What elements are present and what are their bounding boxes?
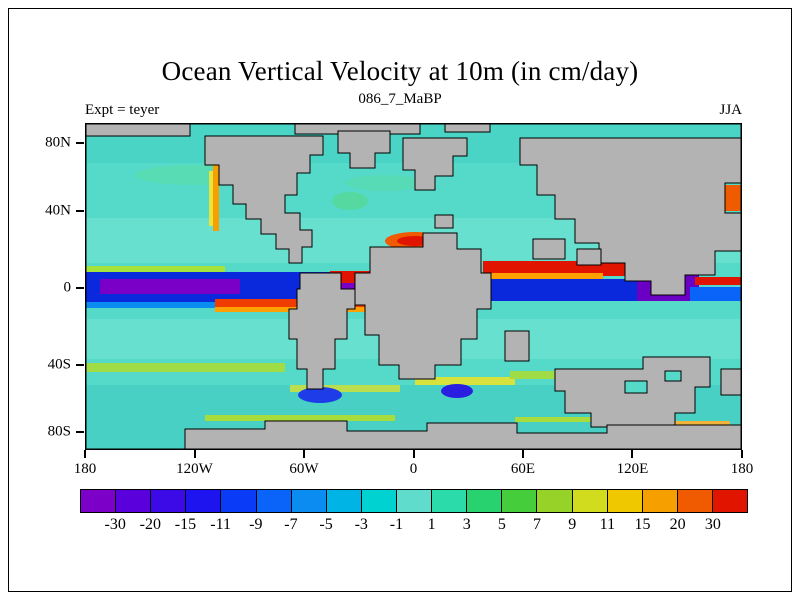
latitude-axis: 80N 40N 0 40S 80S bbox=[0, 123, 84, 450]
colorbar-cell bbox=[642, 490, 678, 512]
colorbar-cell bbox=[326, 490, 362, 512]
colorbar-level-label: -3 bbox=[354, 516, 368, 533]
colorbar-cell bbox=[537, 490, 573, 512]
lon-tick-label: 60E bbox=[510, 461, 536, 477]
lat-tick-mark bbox=[76, 209, 84, 212]
lat-tick-mark bbox=[76, 363, 84, 366]
lon-tick-mark bbox=[631, 450, 634, 458]
map-border bbox=[85, 123, 742, 450]
lon-tick-mark bbox=[412, 450, 415, 458]
world-map-svg bbox=[85, 123, 742, 450]
lon-tick-label: 120E bbox=[616, 461, 649, 477]
colorbar-level-label: 15 bbox=[634, 516, 651, 533]
colorbar-cell bbox=[291, 490, 327, 512]
lon-tick-mark bbox=[741, 450, 743, 458]
lat-tick-mark bbox=[76, 141, 84, 144]
land-masses bbox=[85, 123, 742, 450]
lat-tick-label: 0 bbox=[63, 279, 72, 296]
colorbar-level-label: 20 bbox=[669, 516, 686, 533]
colorbar-cell bbox=[712, 490, 748, 512]
colorbar-cell bbox=[677, 490, 713, 512]
colorbar-cell bbox=[186, 490, 222, 512]
colorbar-cell bbox=[81, 490, 117, 512]
colorbar-cell bbox=[572, 490, 608, 512]
longitude-axis: 180 120W 60W 0 60E 120E 180 bbox=[74, 450, 753, 486]
colorbar-level-label: -9 bbox=[249, 516, 263, 533]
colorbar-level-label: 1 bbox=[427, 516, 436, 533]
lat-tick-label: 40N bbox=[45, 202, 71, 219]
season-label: JJA bbox=[719, 102, 742, 118]
colorbar-cell bbox=[502, 490, 538, 512]
lon-tick-mark bbox=[84, 450, 86, 458]
lat-tick-label: 40S bbox=[47, 356, 71, 373]
colorbar-level-label: 30 bbox=[704, 516, 721, 533]
colorbar-level-label: -7 bbox=[284, 516, 298, 533]
colorbar-cell bbox=[361, 490, 397, 512]
lon-tick-mark bbox=[522, 450, 525, 458]
lat-tick-mark bbox=[76, 286, 84, 289]
colorbar-level-label: 5 bbox=[497, 516, 506, 533]
colorbar-level-label: 7 bbox=[533, 516, 542, 533]
lon-tick-label: 180 bbox=[730, 461, 754, 477]
experiment-label: Expt = teyer bbox=[85, 102, 160, 118]
colorbar-cell bbox=[432, 490, 468, 512]
lon-tick-label: 120W bbox=[176, 461, 213, 477]
colorbar-level-label: 3 bbox=[462, 516, 471, 533]
colorbar-level-label: 11 bbox=[599, 516, 616, 533]
lon-tick-label: 60W bbox=[289, 461, 319, 477]
colorbar-cell bbox=[467, 490, 503, 512]
lon-tick-mark bbox=[302, 450, 305, 458]
lat-tick-label: 80S bbox=[47, 423, 71, 440]
colorbar-level-label: -5 bbox=[319, 516, 333, 533]
colorbar bbox=[80, 489, 748, 513]
plot-title: Ocean Vertical Velocity at 10m (in cm/da… bbox=[161, 56, 639, 86]
plot-subtitle: 086_7_MaBP bbox=[358, 91, 442, 107]
colorbar-cell bbox=[607, 490, 643, 512]
colorbar-level-label: 9 bbox=[568, 516, 577, 533]
map-plot-area bbox=[85, 123, 742, 450]
lon-tick-mark bbox=[193, 450, 196, 458]
colorbar-cell bbox=[116, 490, 152, 512]
lon-tick-label: 0 bbox=[409, 461, 418, 477]
lat-tick-mark bbox=[76, 431, 84, 433]
colorbar-level-label: -15 bbox=[174, 516, 197, 533]
colorbar-level-label: -30 bbox=[104, 516, 126, 533]
colorbar-cell bbox=[151, 490, 187, 512]
colorbar-cell bbox=[256, 490, 292, 512]
lat-tick-label: 80N bbox=[45, 134, 71, 151]
colorbar-level-label: -1 bbox=[389, 516, 404, 533]
colorbar-cell bbox=[396, 490, 433, 512]
lon-tick-label: 180 bbox=[73, 461, 97, 477]
colorbar-level-label: -11 bbox=[210, 516, 231, 533]
colorbar-cell bbox=[221, 490, 257, 512]
colorbar-labels: -30 -20 -15 -11 -9 -7 -5 -3 -1 1 3 5 7 9 11 15 20 30 bbox=[80, 516, 748, 538]
colorbar-level-label: -20 bbox=[139, 516, 161, 533]
